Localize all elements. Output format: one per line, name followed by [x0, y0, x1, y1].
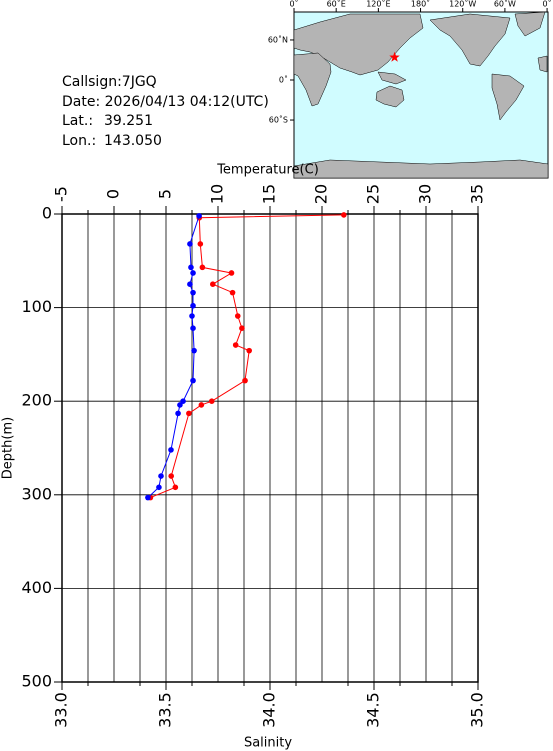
date: Date: 2026/04/13 04:12(UTC) — [62, 94, 269, 110]
world-map: 0˚ 60˚E 120˚E 180˚ 120˚W 60˚W 0˚ 60˚N 0˚ 60˚S — [268, 0, 552, 179]
station-marker — [389, 51, 400, 62]
callsign: Callsign:7JGQ — [62, 74, 157, 90]
lat-label: Lat.: — [62, 113, 93, 129]
profile-point — [199, 264, 206, 271]
profile-point — [189, 313, 195, 319]
profile-point — [190, 325, 196, 331]
x2-axis-title: Salinity — [244, 736, 292, 751]
map-lon-label: 0˚ — [543, 0, 552, 9]
x-tick-label: 30 — [416, 184, 435, 204]
africa — [293, 52, 332, 107]
profile-point — [229, 289, 236, 296]
x-tick-label: 10 — [208, 184, 227, 204]
profile-point — [232, 342, 239, 348]
map-lon-label: 0˚ — [289, 0, 298, 9]
profile-point — [190, 302, 196, 309]
lon-value: 143.050 — [104, 133, 162, 149]
map-lat-label: 60˚S — [269, 115, 288, 125]
map-lon-label: 60˚W — [494, 0, 516, 9]
profile-point — [196, 213, 202, 219]
land — [293, 11, 549, 179]
profile-point — [180, 398, 186, 405]
y-tick-label: 100 — [21, 297, 52, 316]
x-axis-title: Temperature(C) — [216, 163, 319, 178]
profile-point — [187, 281, 193, 288]
antarctica — [293, 159, 549, 179]
y-tick-label: 500 — [21, 672, 52, 691]
plot-frame — [61, 213, 479, 683]
profile-point — [188, 264, 194, 271]
profile-point — [168, 473, 174, 479]
profile-point — [239, 325, 245, 331]
profile-point — [156, 484, 162, 491]
x-tick-label: -5 — [52, 186, 71, 202]
x2-tick-label: 35.0 — [468, 692, 487, 728]
profile-line — [150, 214, 344, 499]
x-tick-label: 20 — [312, 184, 331, 204]
y-tick-label: 300 — [21, 484, 52, 503]
map-lon-label: 120˚W — [449, 0, 476, 9]
profile-point — [191, 347, 197, 354]
lat-value: 39.251 — [104, 113, 153, 129]
profile-point — [145, 494, 151, 501]
profile-point — [190, 270, 196, 276]
lon-label: Lon.: — [62, 133, 96, 149]
y-axis-title: Depth(m) — [1, 417, 16, 479]
profile-point — [234, 313, 241, 319]
x-tick-label: 0 — [104, 189, 123, 199]
north-america — [429, 13, 511, 67]
x2-tick-label: 34.5 — [364, 692, 383, 728]
south-america — [491, 73, 525, 121]
profile-point — [186, 410, 192, 417]
profile-point — [187, 241, 193, 247]
west-africa — [537, 55, 548, 73]
x2-tick-label: 34.0 — [260, 692, 279, 728]
profile-point — [168, 447, 174, 453]
y-tick-label: 400 — [21, 578, 52, 597]
map-lon-label: 60˚E — [327, 0, 346, 9]
profile-point — [228, 270, 235, 276]
y-tick-label: 200 — [21, 391, 52, 410]
y-tick-label: 0 — [42, 204, 52, 223]
x-tick-label: 15 — [260, 184, 279, 204]
map-lon-label: 180˚ — [411, 0, 430, 9]
indonesia — [377, 71, 407, 85]
x-tick-label: 35 — [468, 184, 487, 204]
profile-point — [190, 377, 196, 384]
profile-point — [246, 347, 252, 354]
profile-point — [175, 410, 181, 417]
profile-point — [172, 484, 179, 491]
map-lat-label: 0˚ — [279, 75, 288, 85]
map-lat-label: 60˚N — [268, 34, 288, 44]
profile-point — [341, 212, 347, 218]
greenland — [514, 11, 546, 37]
profile-point — [208, 398, 215, 405]
eurasia — [293, 13, 424, 76]
map-lon-label: 120˚E — [366, 0, 390, 9]
x2-tick-label: 33.0 — [52, 692, 71, 728]
x-tick-label: 25 — [364, 184, 383, 204]
profile-point — [197, 241, 204, 247]
profile-point — [198, 402, 205, 408]
profile-point — [210, 281, 216, 288]
australia — [375, 85, 405, 108]
profile-point — [242, 377, 248, 384]
profile-point — [158, 473, 164, 479]
x2-tick-label: 33.5 — [156, 692, 175, 728]
x-tick-label: 5 — [156, 189, 175, 199]
profile-point — [177, 402, 183, 408]
profile-point — [190, 289, 196, 296]
